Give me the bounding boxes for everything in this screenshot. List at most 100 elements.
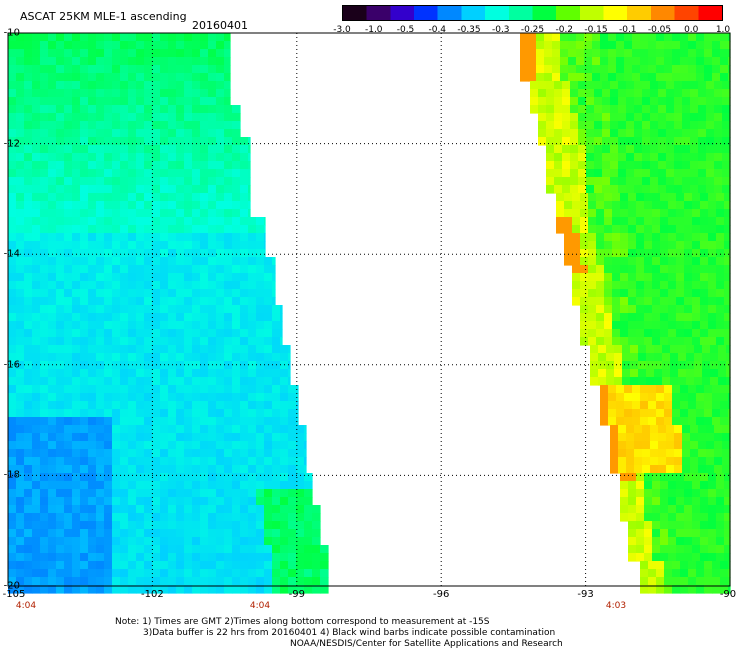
swath-cell [658, 105, 667, 114]
swath-cell [272, 265, 276, 274]
swath-cell [272, 297, 276, 306]
swath-cell [64, 33, 73, 42]
swath-cell [604, 233, 613, 242]
swath-cell [640, 385, 649, 394]
swath-cell [56, 577, 65, 586]
swath-cell [72, 257, 81, 266]
swath-cell [706, 465, 715, 474]
swath-cell [692, 313, 701, 322]
swath-cell [248, 145, 251, 154]
swath-cell [650, 177, 659, 186]
swath-cell [128, 273, 137, 282]
swath-cell [144, 145, 153, 154]
swath-cell [224, 433, 233, 442]
swath-cell [184, 305, 193, 314]
swath-cell [694, 345, 703, 354]
swath-cell [716, 297, 725, 306]
swath-cell [618, 185, 627, 194]
swath-cell [16, 217, 25, 226]
swath-cell [16, 265, 25, 274]
swath-cell [708, 529, 717, 538]
swath-cell [64, 193, 73, 202]
swath-cell [652, 297, 661, 306]
swath-cell [64, 441, 73, 450]
swath-cell [40, 569, 49, 578]
swath-cell [588, 281, 597, 290]
swath-cell [606, 361, 615, 370]
swath-cell [676, 313, 685, 322]
swath-cell [626, 425, 635, 434]
swath-cell [136, 329, 145, 338]
swath-cell [616, 409, 625, 418]
swath-cell [716, 201, 725, 210]
swath-cell [626, 465, 635, 474]
swath-cell [688, 49, 697, 58]
swath-cell [704, 577, 713, 586]
swath-cell [200, 345, 209, 354]
swath-cell [724, 489, 731, 498]
swath-cell [530, 89, 539, 98]
swath-cell [612, 265, 621, 274]
swath-cell [88, 65, 97, 74]
swath-cell [704, 49, 713, 58]
swath-cell [152, 289, 161, 298]
swath-cell [120, 353, 129, 362]
swath-cell [660, 529, 669, 538]
swath-cell [80, 49, 89, 58]
swath-cell [64, 585, 73, 594]
swath-cell [628, 257, 637, 266]
swath-cell [696, 417, 705, 426]
swath-cell [120, 305, 129, 314]
swath-cell [216, 169, 225, 178]
swath-cell [538, 113, 547, 122]
swath-cell [560, 41, 569, 50]
swath-cell [184, 569, 193, 578]
swath-cell [288, 401, 297, 410]
swath-cell [596, 273, 605, 282]
swath-cell [620, 321, 629, 330]
swath-cell [96, 281, 105, 290]
swath-cell [208, 553, 217, 562]
swath-cell [8, 345, 17, 354]
swath-cell [112, 233, 121, 242]
swath-cell [264, 569, 273, 578]
swath-cell [24, 345, 33, 354]
swath-cell [144, 225, 153, 234]
swath-cell [24, 289, 33, 298]
swath-cell [682, 169, 691, 178]
swath-cell [580, 225, 589, 234]
swath-cell [120, 505, 129, 514]
swath-cell [40, 105, 49, 114]
swath-cell [232, 393, 241, 402]
swath-cell [88, 113, 97, 122]
swath-cell [8, 177, 17, 186]
swath-cell [88, 385, 97, 394]
swath-cell [112, 313, 121, 322]
swath-cell [604, 241, 613, 250]
swath-cell [280, 577, 289, 586]
swath-cell [288, 537, 297, 546]
swath-cell [698, 81, 707, 90]
swath-cell [656, 561, 665, 570]
swath-cell [88, 57, 97, 66]
swath-cell [200, 465, 209, 474]
swath-cell [40, 121, 49, 130]
swath-cell [240, 217, 249, 226]
swath-cell [8, 569, 17, 578]
swath-cell [128, 193, 137, 202]
swath-cell [632, 401, 641, 410]
swath-cell [24, 257, 33, 266]
swath-cell [88, 521, 97, 530]
swath-cell [296, 505, 305, 514]
swath-cell [264, 257, 273, 266]
swath-cell [112, 513, 121, 522]
swath-cell [168, 49, 177, 58]
swath-cell [232, 153, 241, 162]
swath-cell [690, 105, 699, 114]
swath-cell [624, 409, 633, 418]
swath-cell [208, 225, 217, 234]
swath-cell [120, 425, 129, 434]
swath-cell [216, 449, 225, 458]
swath-cell [8, 321, 17, 330]
swath-cell [48, 329, 57, 338]
